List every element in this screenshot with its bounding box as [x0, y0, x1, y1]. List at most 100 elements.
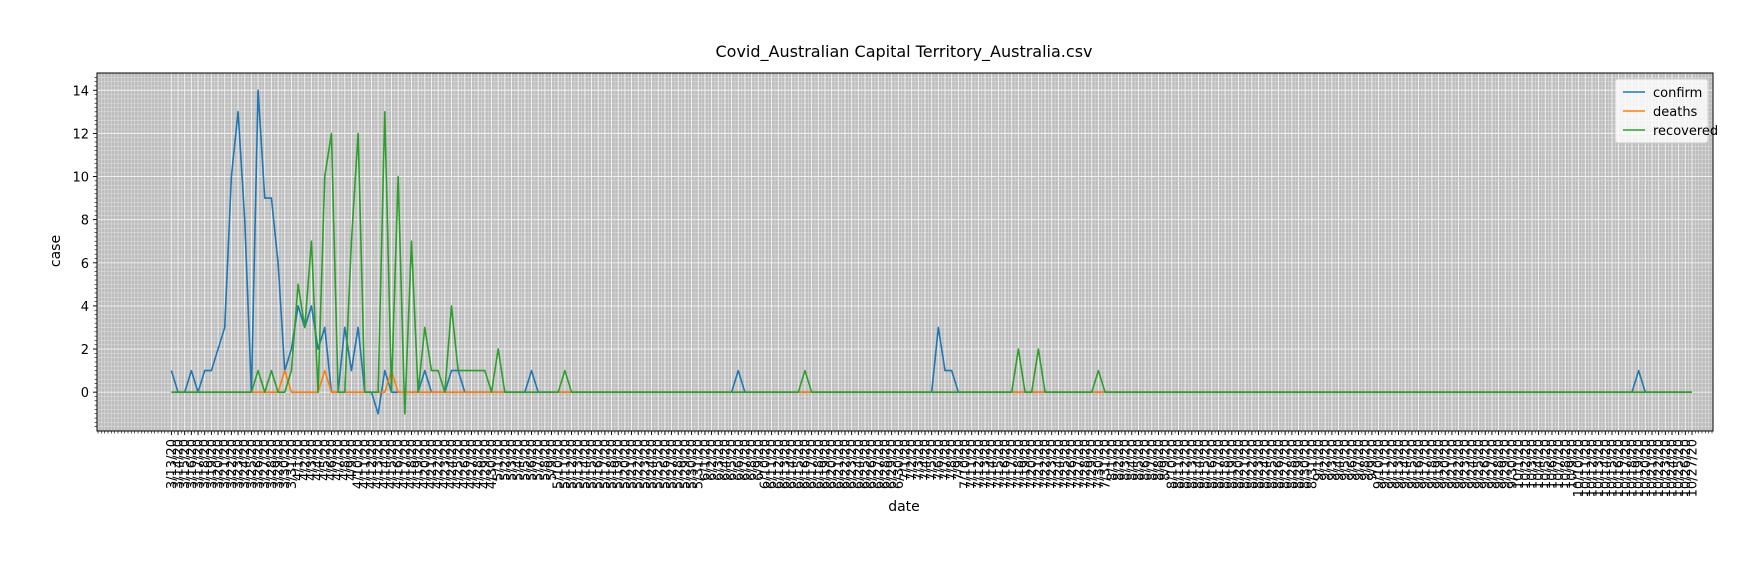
x-tick-label: 4/4/20: [312, 439, 327, 481]
x-tick-label: 10/4/20: [1532, 439, 1547, 489]
x-tick-label: 9/30/20: [1505, 439, 1520, 489]
x-tick-label: 7/8/20: [945, 439, 960, 481]
x-tick-label: 4/16/20: [392, 439, 407, 489]
x-tick-label: 8/1/20: [1105, 439, 1120, 481]
x-tick-label: 8/25/20: [1265, 439, 1280, 489]
x-tick-label: 5/9/20: [545, 439, 560, 481]
x-tick-label: 4/1/20: [292, 439, 307, 481]
x-tick-label: 8/23/20: [1252, 439, 1267, 489]
series-layer: [170, 89, 1692, 415]
x-tick-label: 9/9/20: [1365, 439, 1380, 481]
x-tick-label: 10/14/20: [1599, 439, 1614, 497]
x-tick-label: 4/25/20: [452, 439, 467, 489]
x-tick-label: 5/16/20: [592, 439, 607, 489]
x-tick-label: 4/28/20: [472, 439, 487, 489]
x-tick-label: 4/20/20: [418, 439, 433, 489]
x-tick-label: 4/17/20: [398, 439, 413, 489]
x-tick-label: 3/22/20: [225, 439, 240, 489]
x-tick-label: 8/12/20: [1179, 439, 1194, 489]
x-tick-label: 9/2/20: [1319, 439, 1334, 481]
x-tick-label: 6/18/20: [812, 439, 827, 489]
x-tick-label: 10/21/20: [1645, 439, 1660, 497]
x-tick-label: 6/10/20: [758, 439, 773, 489]
x-tick-label: 9/20/20: [1439, 439, 1454, 489]
x-tick-label: 8/5/20: [1132, 439, 1147, 481]
x-tick-label: 10/27/20: [1685, 439, 1700, 497]
x-tick-label: 3/14/20: [172, 439, 187, 489]
x-tick-label: 7/14/20: [985, 439, 1000, 489]
x-tick-label: 7/7/20: [939, 439, 954, 481]
x-tick-label: 5/15/20: [585, 439, 600, 489]
x-tick-label: 5/12/20: [565, 439, 580, 489]
y-axis: 0 2 4 6 8 10 12 14: [72, 77, 97, 427]
x-tick-label: 10/15/20: [1605, 439, 1620, 497]
x-tick-label: 7/15/20: [992, 439, 1007, 489]
x-tick-label: 8/22/20: [1245, 439, 1260, 489]
x-tick-label: 8/2/20: [1112, 439, 1127, 481]
x-tick-label: 9/14/20: [1399, 439, 1414, 489]
x-tick-label: 4/19/20: [412, 439, 427, 489]
x-tick-label: 4/13/20: [372, 439, 387, 489]
x-tick-label: 10/22/20: [1652, 439, 1667, 497]
x-tick-label: 6/22/20: [838, 439, 853, 489]
major-grid: [97, 73, 1713, 431]
x-tick-label: 10/25/20: [1672, 439, 1687, 497]
x-tick-label: 10/1/20: [1512, 439, 1527, 489]
x-tick-label: 4/26/20: [458, 439, 473, 489]
x-tick-label: 7/30/20: [1092, 439, 1107, 489]
x-tick-label: 5/26/20: [658, 439, 673, 489]
x-tick-label: 7/6/20: [932, 439, 947, 481]
x-tick-label: 8/26/20: [1272, 439, 1287, 489]
x-tick-label: 10/8/20: [1559, 439, 1574, 489]
x-tick-label: 5/27/20: [665, 439, 680, 489]
x-tick-label: 3/30/20: [278, 439, 293, 489]
x-tick-label: 6/15/20: [792, 439, 807, 489]
x-tick-label: 7/28/20: [1079, 439, 1094, 489]
x-tick-label: 10/2/20: [1519, 439, 1534, 489]
x-tick-label: 7/12/20: [972, 439, 987, 489]
x-tick-label: 6/21/20: [832, 439, 847, 489]
y-tick-label: 4: [81, 300, 89, 315]
x-tick-label: 9/27/20: [1485, 439, 1500, 489]
x-tick-label: 9/25/20: [1472, 439, 1487, 489]
x-tick-label: 7/4/20: [919, 439, 934, 481]
legend: confirm deaths recovered: [1614, 78, 1718, 144]
x-tick-label: 3/21/20: [218, 439, 233, 489]
x-tick-label: 4/6/20: [325, 439, 340, 481]
x-tick-label: 4/29/20: [478, 439, 493, 489]
x-tick-label: 4/8/20: [338, 439, 353, 481]
x-tick-label: 3/31/20: [285, 439, 300, 489]
x-tick-label: 10/3/20: [1525, 439, 1540, 489]
y-tick-label: 10: [72, 171, 89, 186]
x-tick-label: 3/28/20: [265, 439, 280, 489]
x-tick-label: 4/7/20: [332, 439, 347, 481]
x-tick-label: 9/11/20: [1379, 439, 1394, 489]
x-tick-label: 9/21/20: [1445, 439, 1460, 489]
x-tick-label: 6/17/20: [805, 439, 820, 489]
x-tick-label: 4/22/20: [432, 439, 447, 489]
x-tick-label: 8/17/20: [1212, 439, 1227, 489]
x-tick-label: 9/22/20: [1452, 439, 1467, 489]
x-tick-label: 7/2/20: [905, 439, 920, 481]
x-tick-label: 10/19/20: [1632, 439, 1647, 497]
x-tick-label: 10/7/20: [1552, 439, 1567, 489]
x-tick-label: 7/1/20: [899, 439, 914, 481]
x-tick-label: 5/23/20: [638, 439, 653, 489]
x-tick-label: 4/23/20: [438, 439, 453, 489]
x-tick-label: 10/6/20: [1545, 439, 1560, 489]
series-line-deaths: [171, 369, 1692, 393]
x-tick-label: 8/28/20: [1285, 439, 1300, 489]
x-tick-label: 3/13/20: [165, 439, 180, 489]
x-tick-label: 5/1/20: [492, 439, 507, 481]
x-tick-label: 6/3/20: [712, 439, 727, 481]
x-tick-label: 9/29/20: [1499, 439, 1514, 489]
x-tick-label: 4/10/20: [352, 439, 367, 489]
x-tick-label: 8/10/20: [1165, 439, 1180, 489]
x-tick-label: 5/30/20: [685, 439, 700, 489]
x-tick-label: 9/13/20: [1392, 439, 1407, 489]
y-tick-label: 2: [81, 343, 89, 358]
x-tick-label: 7/20/20: [1025, 439, 1040, 489]
x-tick-label: 7/29/20: [1085, 439, 1100, 489]
x-axis-label: date: [888, 499, 920, 515]
x-tick-label: 3/24/20: [238, 439, 253, 489]
